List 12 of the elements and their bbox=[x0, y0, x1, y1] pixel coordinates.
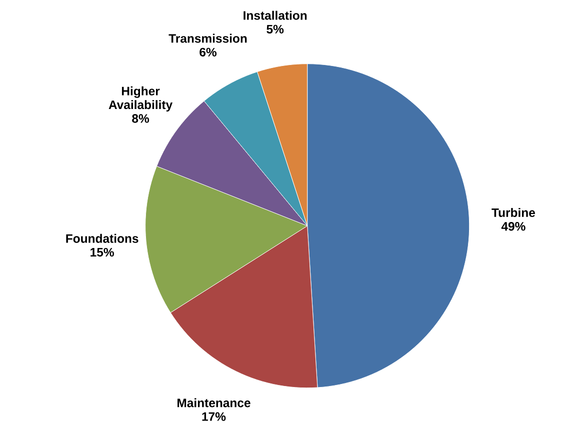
data-label: 5% bbox=[266, 24, 284, 34]
data-label: 49% bbox=[501, 222, 526, 231]
data-label: 17% bbox=[202, 412, 226, 421]
data-label: 8% bbox=[132, 114, 150, 123]
slice-label: Installation bbox=[244, 10, 307, 20]
slice-label: Higher Availability bbox=[108, 86, 173, 112]
slice-label: Maintenance bbox=[178, 398, 250, 408]
data-label: 15% bbox=[90, 248, 114, 257]
slice-label: Turbine bbox=[492, 208, 536, 217]
slice-label: Foundations bbox=[66, 234, 138, 243]
slice-label: Transmission bbox=[168, 34, 247, 43]
data-label: 6% bbox=[200, 48, 217, 56]
